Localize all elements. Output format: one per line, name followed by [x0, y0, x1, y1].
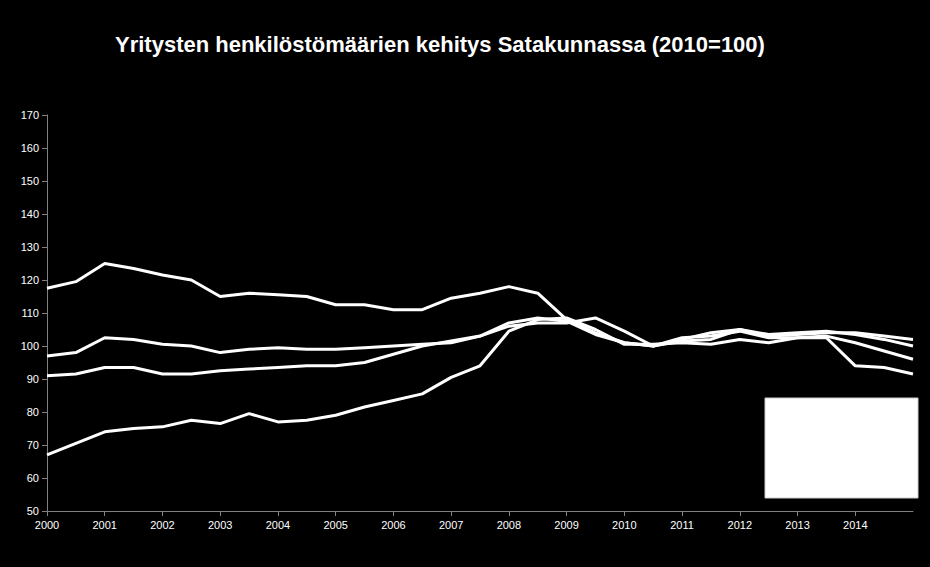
- svg-text:2014: 2014: [843, 519, 867, 531]
- svg-text:150: 150: [21, 175, 39, 187]
- svg-text:120: 120: [21, 274, 39, 286]
- svg-text:2000: 2000: [35, 519, 59, 531]
- svg-text:80: 80: [27, 406, 39, 418]
- svg-text:2010: 2010: [612, 519, 636, 531]
- svg-text:2004: 2004: [266, 519, 290, 531]
- svg-text:2012: 2012: [728, 519, 752, 531]
- svg-text:2002: 2002: [150, 519, 174, 531]
- svg-text:90: 90: [27, 373, 39, 385]
- svg-text:110: 110: [21, 307, 39, 319]
- svg-text:160: 160: [21, 142, 39, 154]
- svg-text:100: 100: [21, 340, 39, 352]
- svg-text:2013: 2013: [785, 519, 809, 531]
- svg-text:130: 130: [21, 241, 39, 253]
- svg-text:70: 70: [27, 439, 39, 451]
- svg-text:2001: 2001: [92, 519, 116, 531]
- svg-text:170: 170: [21, 109, 39, 121]
- svg-text:2005: 2005: [323, 519, 347, 531]
- svg-text:Yritysten henkilöstömäärien ke: Yritysten henkilöstömäärien kehitys Sata…: [115, 32, 765, 57]
- svg-text:2006: 2006: [381, 519, 405, 531]
- svg-text:2011: 2011: [670, 519, 694, 531]
- svg-text:50: 50: [27, 505, 39, 517]
- svg-text:2009: 2009: [554, 519, 578, 531]
- svg-text:2003: 2003: [208, 519, 232, 531]
- svg-text:60: 60: [27, 472, 39, 484]
- svg-text:2008: 2008: [497, 519, 521, 531]
- svg-text:2007: 2007: [439, 519, 463, 531]
- svg-text:140: 140: [21, 208, 39, 220]
